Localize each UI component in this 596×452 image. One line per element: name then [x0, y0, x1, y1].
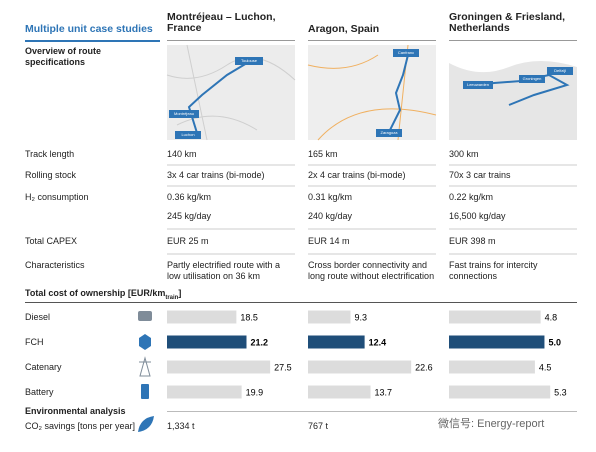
rule: [167, 411, 577, 412]
tco-title-end: ]: [178, 288, 182, 298]
cell: EUR 25 m: [167, 236, 209, 246]
map-label: Toulouse: [241, 58, 258, 63]
cell: 3x 4 car trains (bi-mode): [167, 170, 265, 180]
bar: [449, 385, 551, 399]
value-label: 13.7: [375, 387, 393, 397]
value-label: 27.5: [274, 362, 292, 372]
bar: [308, 335, 365, 349]
value-label: 19.9: [246, 387, 264, 397]
value-label: 4.8: [545, 312, 558, 322]
value-label: 5.0: [548, 337, 561, 347]
bar: [167, 310, 237, 324]
value-label: 4.5: [539, 362, 552, 372]
env-title: Environmental analysis: [25, 406, 126, 416]
column-title: Montréjeau – Luchon, France: [167, 11, 276, 34]
env-value: 1,334 t: [167, 421, 195, 431]
row-label: Total CAPEX: [25, 236, 78, 246]
map-label: Luchon: [181, 132, 194, 137]
row-label: Rolling stock: [25, 170, 77, 180]
map-label: Zaragoza: [381, 130, 399, 135]
value-label: 5.3: [554, 387, 567, 397]
column-title: Groningen & Friesland, Netherlands: [449, 11, 566, 34]
bar: [449, 310, 541, 324]
env-label: CO₂ savings [tons per year]: [25, 421, 136, 431]
icons: [138, 311, 154, 432]
column-title: Aragon, Spain: [308, 23, 380, 35]
cell: 2x 4 car trains (bi-mode): [308, 170, 406, 180]
map-label: Canfranc: [398, 50, 414, 55]
category-label: Diesel: [25, 312, 51, 322]
map-label: Montréjeau: [174, 111, 194, 116]
map-label: Delfzijl: [554, 68, 566, 73]
tco-title: Total cost of ownership [EUR/kmtrain]: [25, 288, 181, 304]
cell: 0.22 kg/km: [449, 192, 494, 202]
bar: [308, 385, 371, 399]
rule: [25, 302, 577, 303]
row-label: Characteristics: [25, 260, 85, 270]
tco-title-sub: train: [165, 294, 179, 301]
cell: 16,500 kg/day: [449, 211, 506, 221]
rule: [449, 40, 577, 41]
value-label: 22.6: [415, 362, 433, 372]
overview: Overview of route specifications: [25, 46, 102, 67]
cell: 245 kg/day: [167, 211, 212, 221]
value-label: 21.2: [251, 337, 269, 347]
map-label: Leeuwarden: [467, 82, 489, 87]
cell: Fast trains for intercity connections: [449, 260, 538, 281]
rule: [167, 40, 295, 41]
cell: 70x 3 car trains: [449, 170, 511, 180]
category-label: FCH: [25, 337, 44, 347]
cell: 300 km: [449, 149, 479, 159]
bar: [449, 335, 545, 349]
rule: [308, 40, 436, 41]
section-title: Multiple unit case studies: [25, 23, 153, 35]
category-label: Catenary: [25, 362, 62, 372]
cell: 240 kg/day: [308, 211, 353, 221]
map: Groningen Leeuwarden Delfzijl: [449, 45, 577, 140]
env-value: 767 t: [308, 421, 329, 431]
bar: [308, 310, 351, 324]
cell: 0.36 kg/km: [167, 192, 212, 202]
bar: [167, 385, 242, 399]
row-label: H₂ consumption: [25, 192, 89, 202]
cell: 140 km: [167, 149, 197, 159]
bar: [449, 360, 535, 374]
cell: Cross border connectivity and long route…: [308, 260, 435, 281]
watermark: 微信号: Energy-report: [438, 418, 545, 430]
rule: [25, 40, 160, 42]
category-label: Battery: [25, 387, 54, 397]
map-label: Groningen: [523, 76, 542, 81]
tco-title-text: Total cost of ownership [EUR/km: [25, 288, 166, 298]
value-label: 18.5: [240, 312, 258, 322]
map: Canfranc Zaragoza: [307, 44, 437, 141]
bar: [308, 360, 412, 374]
map: Toulouse Montréjeau Luchon: [166, 44, 296, 141]
cell: 0.31 kg/km: [308, 192, 353, 202]
cell: EUR 14 m: [308, 236, 350, 246]
value-label: 12.4: [369, 337, 387, 347]
value-label: 9.3: [354, 312, 367, 322]
bar: [167, 335, 247, 349]
cell: 165 km: [308, 149, 338, 159]
bar: [167, 360, 271, 374]
cell: EUR 398 m: [449, 236, 496, 246]
cell: Partly electrified route with a low util…: [167, 260, 281, 281]
row-label: Track length: [25, 149, 75, 159]
